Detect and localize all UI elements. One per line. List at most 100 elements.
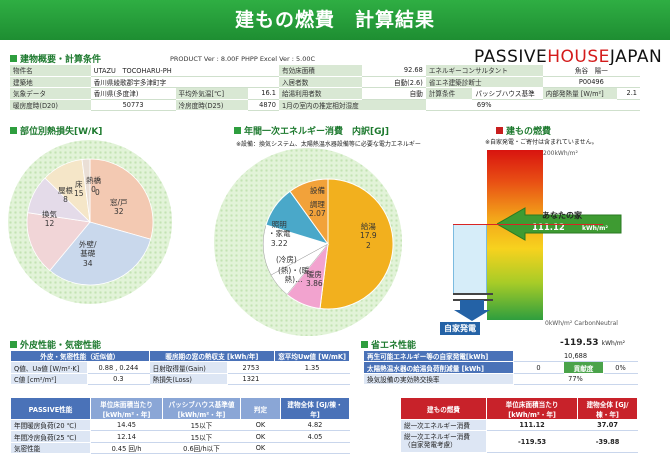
header-cell: 建もの燃費 <box>400 397 487 420</box>
envelope-title: 外皮性能・気密性能 <box>10 338 101 351</box>
value-cell <box>542 99 640 112</box>
contribution-label: 貢献度 <box>563 361 604 374</box>
pie-label-roof: 屋根 8 <box>58 186 73 205</box>
value-cell: OK <box>240 430 281 443</box>
label-cell: エネルギーコンサルタント <box>425 65 543 77</box>
value-cell: 111.12 <box>485 418 579 432</box>
label-cell: 有効床面積 <box>278 65 362 77</box>
energy-table: 再生可能エネルギー等の自家発電[kWh] 10,688 太陽熱温水器の給湯負荷削… <box>363 349 638 386</box>
header-cell: 再生可能エネルギー等の自家発電[kWh] <box>363 349 514 363</box>
value-cell: OK <box>240 441 281 455</box>
overview-title-text: 建物概要・計算条件 <box>20 55 102 65</box>
logo-japan: JAPAN <box>609 47 663 67</box>
header-cell: 太陽熱温水器の給湯負荷削減量 [kWh] <box>363 361 514 374</box>
label-cell: C値 [cm²/m²] <box>9 372 89 386</box>
pie-label-cooking: 調理 2.07 <box>309 200 326 219</box>
value-cell: 魚谷 陽一 <box>542 65 640 77</box>
label-cell: 入居者数 <box>278 76 362 89</box>
value-cell: 4.05 <box>280 430 350 443</box>
table-row: 年間冷房負荷(25 ℃) 12.14 15以下 OK 4.05 <box>10 430 350 443</box>
primary-pie-chart <box>262 178 394 310</box>
table-row: 換気設備の実効熱交換率 77% <box>363 372 638 386</box>
pie-slice-ventilation <box>26 212 91 272</box>
label-cell: 気象データ <box>10 87 91 100</box>
pie-label-other: (熱)・(暖 熱)… <box>278 266 310 285</box>
value-cell: 77% <box>513 372 638 386</box>
label-cell: 1月の室内の推定相対湿度 <box>278 99 426 112</box>
label-cell: 省エネ建築診断士 <box>425 76 543 89</box>
loss-pie-chart <box>26 158 154 286</box>
value-cell: 1.35 <box>274 361 350 374</box>
value-cell: 香川県綾歌郡宇多津町字 <box>90 76 279 89</box>
value-cell: 15以下 <box>162 418 241 432</box>
envelope-table: 外皮・気密性能（近似値） 暖房期の窓の熱収支 [kWh/年] 窓平均Uw値 [W… <box>9 349 350 386</box>
value-cell: 69% <box>425 99 543 112</box>
down-arrow-icon <box>454 300 490 321</box>
label-cell: 計算条件 <box>425 87 473 100</box>
header-cell: 単位床面積当たり [kWh/m²・年] <box>90 397 163 420</box>
fuel-note: ※自家発電・ご寄付は含まれていません。 <box>485 139 598 146</box>
primary-title-text: 年間一次エネルギー消費 内訳[GJ] <box>244 127 389 137</box>
self-value-number: -119.53 <box>560 338 599 348</box>
table-row: 気密性能 0.45 回/h 0.6回/h以下 OK <box>10 441 350 455</box>
pie-label-window: 窓/戸 32 <box>110 198 128 217</box>
value-cell: 0% <box>603 361 638 374</box>
fuel-top-label: 200kWh/m² <box>543 150 578 157</box>
value-cell: OK <box>240 418 281 432</box>
header-cell: 建物全体 [GJ/棟・年] <box>577 397 638 420</box>
value-cell: 10,688 <box>513 349 638 363</box>
value-cell: 4870 <box>247 99 279 112</box>
value-cell: 92.68 <box>361 65 426 77</box>
your-house-unit: kWh/m² <box>582 225 608 232</box>
label-cell: 総一次エネルギー消費 （自家発電考慮） <box>400 430 487 454</box>
fuel-table: 建もの燃費 単位床面積当たり [kWh/m²・年] 建物全体 [GJ/棟・年] … <box>400 397 638 454</box>
table-row: 総一次エネルギー消費 （自家発電考慮） -119.53 -39.88 <box>400 430 638 454</box>
pie-label-heating: 暖房 3.86 <box>306 270 323 289</box>
loss-title: 部位別熱損失[W/K] <box>10 124 102 137</box>
your-house-label: あなたの家 <box>542 211 582 220</box>
table-row: 外皮・気密性能（近似値） 暖房期の窓の熱収支 [kWh/年] 窓平均Uw値 [W… <box>10 349 350 363</box>
overview-table: 物件名 UTAZU TOCOHARU-PH 有効床面積 92.68 エネルギーコ… <box>10 65 640 112</box>
value-cell: 0.6回/h以下 <box>162 441 241 455</box>
value-cell: UTAZU TOCOHARU-PH <box>90 65 279 77</box>
label-cell: 熱損失(Loss) <box>148 372 228 386</box>
pie-slice-equipment <box>289 178 329 246</box>
value-cell: 37.07 <box>577 418 638 432</box>
fuel-title: 建もの燃費 <box>496 124 551 137</box>
label-cell: 気密性能 <box>10 441 91 455</box>
pie-label-cooling: (冷房) <box>276 255 297 264</box>
label-cell: 日射取得量(Gain) <box>148 361 228 374</box>
table-row: C値 [cm²/m²] 0.3 熱損失(Loss) 1321 <box>9 372 350 386</box>
self-value-unit: kWh/m² <box>601 340 626 347</box>
pie-slice-window <box>89 158 154 240</box>
table-row: 年間暖房負荷(20 ℃) 14.45 15以下 OK 4.82 <box>10 418 350 432</box>
pie-label-ventilation: 換気 12 <box>42 210 57 229</box>
pie-slice-thermal-bridge <box>81 158 91 223</box>
value-cell: P00496 <box>542 76 640 89</box>
table-row: 再生可能エネルギー等の自家発電[kWh] 10,688 <box>363 349 638 363</box>
header-cell: 判定 <box>240 397 281 420</box>
value-cell: 2.1 <box>617 87 640 100</box>
value-cell: -39.88 <box>577 430 638 454</box>
label-cell: 平均外気温[℃] <box>175 87 248 100</box>
label-cell: Q値、Ua値 [W/m²·K] <box>9 361 89 374</box>
page-banner: 建もの燃費 計算結果 <box>0 0 670 40</box>
overview-title: 建物概要・計算条件 <box>10 52 101 65</box>
pie-label-hot-water: 給湯 17.9 2 <box>360 222 377 250</box>
table-row: 太陽熱温水器の給湯負荷削減量 [kWh] 0 貢献度 0% <box>363 361 638 374</box>
fuel-bottom-label: 0kWh/m² CarbonNeutral <box>545 320 618 327</box>
label-cell: 暖房度時(D20) <box>10 99 91 112</box>
label-cell: 内部発熱量 [W/m²] <box>542 87 618 100</box>
section-marker-icon <box>10 55 17 62</box>
table-row: 建築地 香川県綾歌郡宇多津町字 入居者数 自動(2.6) 省エネ建築診断士 P0… <box>10 76 640 89</box>
table-row: 総一次エネルギー消費 111.12 37.07 <box>400 418 638 432</box>
value-cell: パッシブハウス基準 <box>472 87 543 100</box>
label-cell: 換気設備の実効熱交換率 <box>363 372 514 386</box>
table-row: 建もの燃費 単位床面積当たり [kWh/m²・年] 建物全体 [GJ/棟・年] <box>400 397 638 420</box>
pie-slice-wall <box>49 221 152 286</box>
section-marker-icon <box>496 127 503 134</box>
self-generation-value: -119.53 kWh/m² <box>560 338 625 348</box>
header-cell: PASSIVE性能 <box>10 397 91 420</box>
header-cell: 単位床面積当たり [kWh/m²・年] <box>485 397 579 420</box>
label-cell: 冷房度時(D25) <box>175 99 248 112</box>
